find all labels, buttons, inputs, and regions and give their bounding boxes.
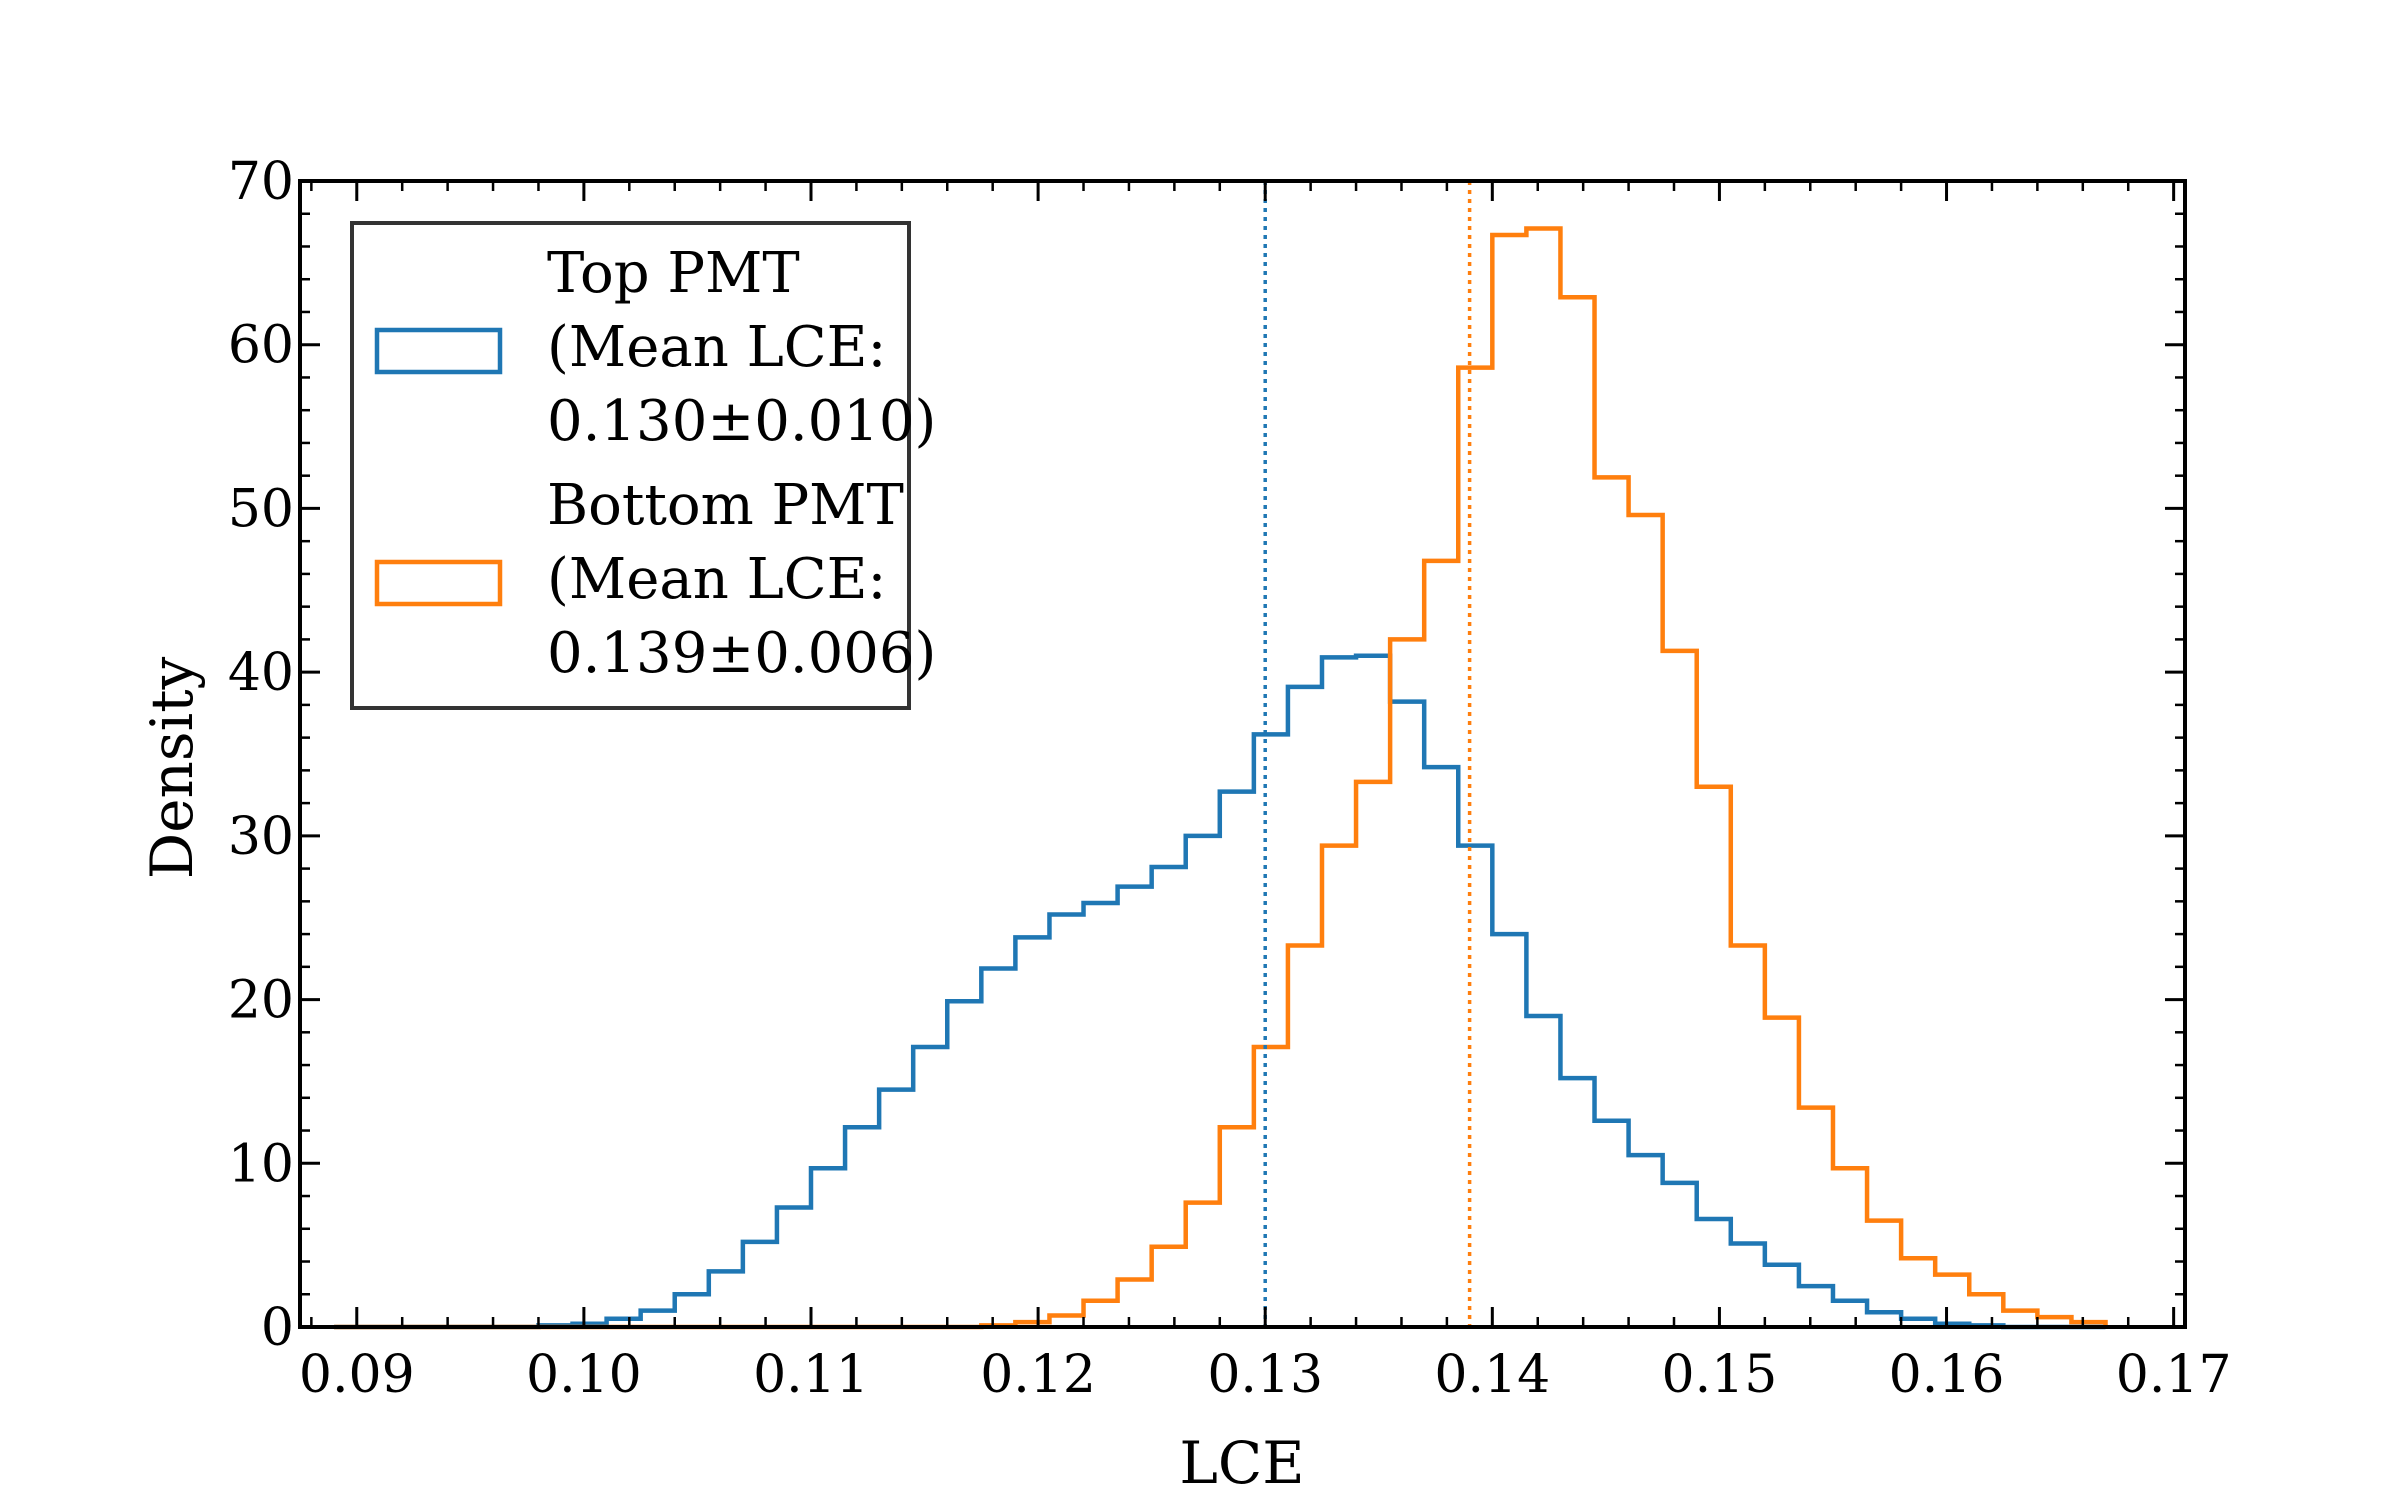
x-tick-label: 0.11 <box>753 1345 869 1405</box>
y-tick-label: 60 <box>228 316 294 376</box>
x-tick-label: 0.14 <box>1434 1345 1550 1405</box>
x-tick-label: 0.15 <box>1662 1345 1778 1405</box>
axes-frame <box>298 179 2187 1329</box>
y-tick-label: 70 <box>228 152 294 212</box>
y-tick-label: 40 <box>228 643 294 703</box>
y-tick-label: 10 <box>228 1134 294 1194</box>
legend-text-top-pmt: Top PMT <box>547 241 800 306</box>
y-axis-label: Density <box>138 656 206 879</box>
plot-frame <box>298 179 2187 1329</box>
legend-text-top-pmt: (Mean LCE: <box>547 315 886 380</box>
histogram-step-top-pmt <box>334 653 2106 1330</box>
legend-box <box>350 221 911 710</box>
x-tick-label: 0.16 <box>1889 1345 2005 1405</box>
x-tick-label: 0.12 <box>980 1345 1096 1405</box>
legend: Top PMT (Mean LCE: 0.130±0.010) Bottom PMT (… <box>350 221 936 710</box>
y-tick-label: 50 <box>228 479 294 539</box>
legend-text-bottom-pmt: Bottom PMT <box>547 473 904 538</box>
x-tick-label: 0.09 <box>299 1345 415 1405</box>
legend-text-top-pmt: 0.130±0.010) <box>547 389 936 454</box>
axis-labels: LCE Density <box>138 656 1305 1497</box>
ticks: 0.09 0.10 0.11 0.12 0.13 0.14 0.15 0.16 0.17 0 10 2… <box>228 152 2232 1405</box>
y-tick-label: 30 <box>228 807 294 867</box>
mean-lines <box>1263 181 1472 1327</box>
x-axis-label: LCE <box>1179 1429 1304 1497</box>
legend-swatch-bottom-pmt <box>374 559 503 607</box>
y-tick-label: 0 <box>261 1298 294 1358</box>
x-tick-label: 0.17 <box>2116 1345 2232 1405</box>
legend-text-bottom-pmt: 0.139±0.006) <box>547 621 936 686</box>
legend-swatch-top-pmt <box>374 327 503 375</box>
x-tick-label: 0.10 <box>526 1345 642 1405</box>
y-tick-label: 20 <box>228 971 294 1031</box>
legend-text-bottom-pmt: (Mean LCE: <box>547 547 886 612</box>
x-tick-label: 0.13 <box>1207 1345 1323 1405</box>
